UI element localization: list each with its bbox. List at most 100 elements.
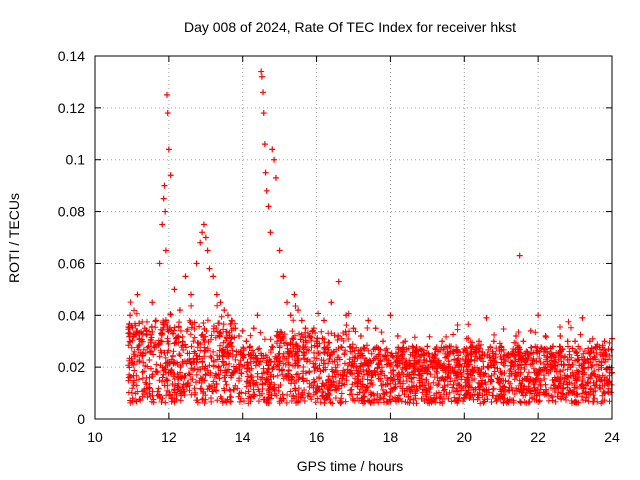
y-tick-label: 0 xyxy=(77,411,85,427)
y-tick-label: 0.04 xyxy=(58,307,85,323)
data-point xyxy=(152,317,159,324)
data-point xyxy=(372,325,379,332)
data-point xyxy=(258,73,265,80)
data-point xyxy=(572,338,579,345)
data-point xyxy=(167,172,174,179)
data-point xyxy=(446,343,453,350)
y-tick-label: 0.14 xyxy=(58,48,85,64)
data-point xyxy=(309,327,316,334)
data-point xyxy=(239,327,246,334)
data-point xyxy=(512,333,519,340)
roti-points xyxy=(127,68,615,358)
data-point xyxy=(564,338,571,345)
data-point xyxy=(165,146,172,153)
data-point xyxy=(586,338,593,345)
data-point xyxy=(579,314,586,321)
data-point xyxy=(193,260,200,267)
x-tick-label: 22 xyxy=(530,429,546,445)
data-point xyxy=(271,156,278,163)
roti-noise-marks xyxy=(125,299,615,407)
data-point xyxy=(453,348,460,355)
data-point xyxy=(542,333,549,340)
data-point xyxy=(247,343,254,350)
data-point xyxy=(498,343,505,350)
data-point xyxy=(269,146,276,153)
data-point xyxy=(160,195,167,202)
x-tick-label: 12 xyxy=(161,429,177,445)
y-tick-label: 0.1 xyxy=(66,152,86,168)
data-point xyxy=(204,247,211,254)
data-point xyxy=(138,338,145,345)
x-tick-label: 24 xyxy=(604,429,620,445)
data-point xyxy=(206,265,213,272)
x-tick-label: 14 xyxy=(235,429,251,445)
data-point xyxy=(328,299,335,306)
data-point xyxy=(476,338,483,345)
data-point xyxy=(490,338,497,345)
data-point xyxy=(402,338,409,345)
data-point xyxy=(156,260,163,267)
data-point xyxy=(313,338,320,345)
data-point xyxy=(127,312,134,319)
data-point xyxy=(130,351,137,358)
x-tick-label: 10 xyxy=(87,429,103,445)
data-point xyxy=(232,325,239,332)
data-point xyxy=(228,317,235,324)
y-tick-label: 0.06 xyxy=(58,255,85,271)
y-tick-label: 0.12 xyxy=(58,100,85,116)
data-point xyxy=(202,234,209,241)
chart-title: Day 008 of 2024, Rate Of TEC Index for r… xyxy=(184,19,516,35)
data-point xyxy=(267,229,274,236)
data-point xyxy=(171,286,178,293)
y-tick-label: 0.08 xyxy=(58,204,85,220)
data-point xyxy=(505,351,512,358)
data-point xyxy=(159,221,166,228)
data-point xyxy=(431,351,438,358)
data-point xyxy=(409,343,416,350)
data-point xyxy=(164,110,171,117)
x-axis-ticks: 10 12 14 16 18 20 22 24 xyxy=(87,56,620,445)
data-point xyxy=(335,278,342,285)
data-point xyxy=(291,291,298,298)
data-point xyxy=(416,345,423,352)
data-point xyxy=(221,307,228,314)
data-point xyxy=(164,91,171,98)
data-point xyxy=(276,247,283,254)
data-point xyxy=(527,327,534,334)
data-point xyxy=(343,312,350,319)
data-point xyxy=(162,247,169,254)
data-point xyxy=(236,333,243,340)
data-point xyxy=(516,252,523,259)
roti-noise-band xyxy=(125,299,615,407)
y-axis-ticks: 0 0.02 0.04 0.06 0.08 0.1 0.12 0.14 xyxy=(58,48,612,427)
x-axis-label: GPS time / hours xyxy=(297,458,404,474)
data-point xyxy=(210,273,217,280)
data-point xyxy=(162,208,169,215)
data-point xyxy=(387,312,394,319)
data-point xyxy=(298,317,305,324)
data-point xyxy=(199,229,206,236)
data-point xyxy=(263,187,270,194)
data-point xyxy=(141,325,148,332)
data-point xyxy=(213,291,220,298)
data-point xyxy=(272,174,279,181)
data-point xyxy=(549,343,556,350)
data-point xyxy=(461,345,468,352)
grid-lines xyxy=(95,56,612,419)
data-point xyxy=(350,325,357,332)
data-point xyxy=(161,182,168,189)
data-point xyxy=(182,273,189,280)
data-point xyxy=(188,291,195,298)
data-point xyxy=(265,203,272,210)
data-point xyxy=(306,333,313,340)
data-point xyxy=(262,169,269,176)
x-tick-label: 18 xyxy=(383,429,399,445)
data-point xyxy=(200,221,207,228)
data-point xyxy=(261,141,268,148)
data-point xyxy=(302,325,309,332)
data-point xyxy=(394,333,401,340)
data-point xyxy=(468,343,475,350)
data-point xyxy=(197,239,204,246)
